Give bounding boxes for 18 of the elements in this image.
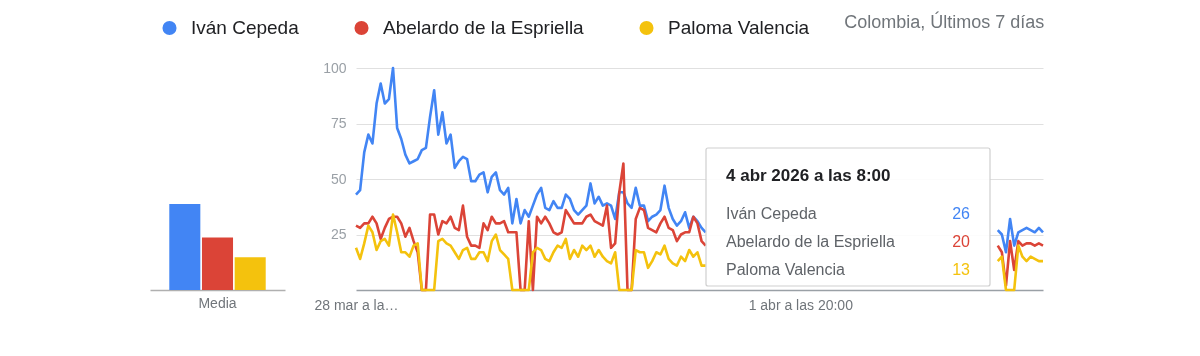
x-tick-label: 28 mar a la… (314, 296, 399, 313)
legend-label: Iván Cepeda (191, 16, 300, 38)
y-tick-label: 50 (330, 170, 347, 187)
x-tick-label: 1 abr a las 20:00 (748, 296, 854, 313)
chart-subtitle: Colombia, Últimos 7 días (844, 11, 1045, 32)
y-tick-label: 25 (330, 226, 347, 242)
text: Iván Cepeda (726, 205, 817, 222)
annotation: 20 (952, 233, 971, 250)
y-tick-label: 75 (330, 115, 347, 131)
legend-label: Abelardo de la Espriella (383, 16, 585, 38)
annotation: 13 (952, 261, 971, 278)
text: Paloma Valencia (726, 261, 845, 278)
annotation: 4 abr 2026 a las 8:00 (726, 166, 891, 185)
x-tick-label: Media (198, 294, 237, 311)
legend-label: Paloma Valencia (668, 16, 810, 38)
annotation: 26 (952, 205, 971, 222)
text: Abelardo de la Espriella (726, 233, 895, 250)
y-tick-label: 100 (323, 59, 347, 76)
